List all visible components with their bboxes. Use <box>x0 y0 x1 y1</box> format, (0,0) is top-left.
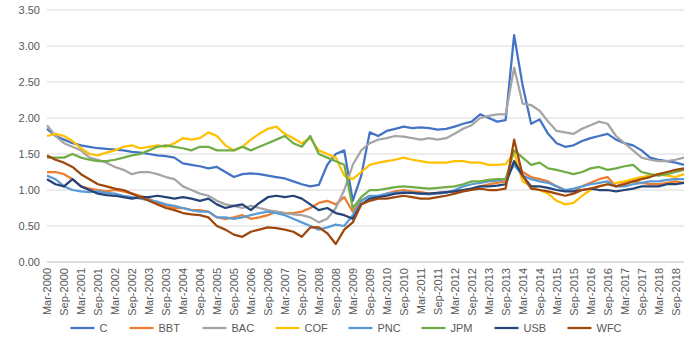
x-tick-label: Sep-2000 <box>58 268 70 316</box>
x-tick-label: Sep-2003 <box>160 268 172 316</box>
y-tick-label: 1.50 <box>19 148 40 160</box>
x-tick-label: Sep-2017 <box>636 268 648 316</box>
legend-swatch <box>203 327 227 329</box>
legend-swatch <box>495 327 519 329</box>
x-tick-label: Sep-2009 <box>364 268 376 316</box>
x-tick-label: Sep-2008 <box>330 268 342 316</box>
x-tick-label: Sep-2001 <box>92 268 104 316</box>
legend-label: BAC <box>232 322 255 334</box>
grid-line <box>47 46 684 47</box>
x-tick-label: Sep-2004 <box>194 268 206 316</box>
series-line <box>47 35 684 201</box>
x-tick-label: Mar-2014 <box>517 268 529 315</box>
y-tick-label: 3.50 <box>19 4 40 16</box>
x-tick-label: Mar-2005 <box>211 268 223 315</box>
x-tick-label: Mar-2004 <box>177 268 189 315</box>
x-tick-label: Sep-2013 <box>500 268 512 316</box>
x-tick-label: Mar-2011 <box>415 268 427 314</box>
legend-label: BBT <box>159 322 181 334</box>
x-tick-label: Mar-2012 <box>449 268 461 315</box>
x-tick-label: Sep-2007 <box>296 268 308 316</box>
legend-swatch <box>349 327 373 329</box>
y-tick-label: 1.00 <box>19 184 40 196</box>
y-tick-label: 0.50 <box>19 220 40 232</box>
legend-swatch <box>71 327 95 329</box>
legend-swatch <box>568 327 592 329</box>
legend-swatch <box>422 327 446 329</box>
x-tick-label: Sep-2015 <box>568 268 580 316</box>
x-tick-label: Sep-2018 <box>670 268 682 316</box>
plot-area <box>47 35 684 244</box>
x-tick-label: Mar-2017 <box>619 268 631 315</box>
x-tick-label: Sep-2002 <box>126 268 138 316</box>
x-tick-label: Mar-2000 <box>41 268 53 315</box>
x-tick-label: Sep-2016 <box>602 268 614 316</box>
x-tick-label: Mar-2015 <box>551 268 563 315</box>
x-tick-label: Sep-2014 <box>534 268 546 316</box>
x-tick-label: Sep-2006 <box>262 268 274 316</box>
legend-label: USB <box>524 322 547 334</box>
y-tick-label: 2.50 <box>19 76 40 88</box>
legend-label: PNC <box>378 322 401 334</box>
y-tick-label: 2.00 <box>19 112 40 124</box>
x-tick-label: Mar-2003 <box>143 268 155 315</box>
legend-label: JPM <box>451 322 473 334</box>
x-tick-label: Mar-2006 <box>245 268 257 315</box>
x-tick-label: Mar-2018 <box>653 268 665 315</box>
series-line <box>47 140 684 244</box>
legend-label: COF <box>305 322 329 334</box>
x-tick-label: Mar-2013 <box>483 268 495 315</box>
x-tick-label: Sep-2011 <box>432 268 444 315</box>
x-tick-label: Mar-2002 <box>109 268 121 315</box>
x-tick-label: Mar-2008 <box>313 268 325 315</box>
legend-label: WFC <box>597 322 622 334</box>
x-tick-label: Sep-2005 <box>228 268 240 316</box>
chart: 0.00 0.50 1.00 1.50 2.00 2.50 3.00 3.50 Mar-2000… <box>0 0 691 340</box>
x-tick-label: Mar-2009 <box>347 268 359 315</box>
grid-line <box>47 82 684 83</box>
x-tick-label: Sep-2012 <box>466 268 478 316</box>
grid-line <box>47 10 684 11</box>
legend-swatch <box>276 327 300 329</box>
legend-label: C <box>100 322 108 334</box>
x-tick-label: Mar-2001 <box>75 268 87 315</box>
x-tick-label: Mar-2010 <box>381 268 393 315</box>
grid-line <box>47 262 684 263</box>
y-tick-label: 0.00 <box>19 256 40 268</box>
legend-swatch <box>130 327 154 329</box>
legend: C BBT BAC COF PNC JPM USB WFC <box>71 322 622 334</box>
x-tick-label: Mar-2016 <box>585 268 597 315</box>
y-tick-label: 3.00 <box>19 40 40 52</box>
grid-line <box>47 118 684 119</box>
grid-line <box>47 226 684 227</box>
x-tick-label: Sep-2010 <box>398 268 410 316</box>
x-tick-label: Mar-2007 <box>279 268 291 315</box>
